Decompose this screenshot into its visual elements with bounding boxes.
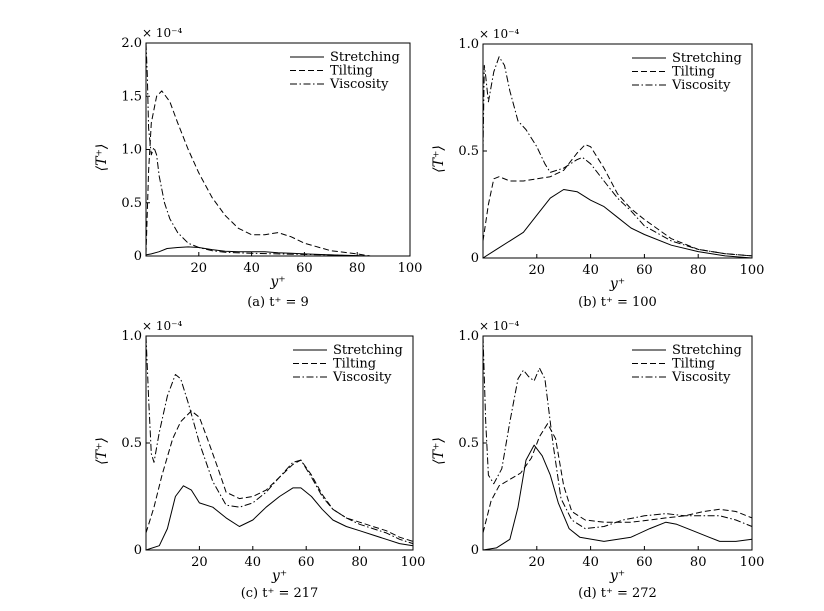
chart-panel: 20 40 60 80 100 0 0.5 1.0× 10⁻⁴ ⟨T⁺⟩ y⁺ (b) t⁺ = 1… (431, 27, 764, 310)
x-tick-label: 20 (191, 555, 208, 570)
x-tick-label: 80 (690, 263, 707, 278)
legend-label: Tilting (672, 357, 715, 372)
x-tick-label: 60 (296, 261, 313, 276)
y-tick-label: 0.5 (121, 436, 142, 451)
x-tick-label: 40 (245, 555, 262, 570)
x-axis-label: y⁺ (271, 568, 287, 584)
chart-panel: 20 40 60 80 100 0 0.5 1.0× 10⁻⁴ ⟨T⁺⟩ y⁺ (d) t⁺ = 2… (431, 319, 764, 601)
legend-label: Viscosity (671, 370, 731, 385)
x-tick-label: 80 (690, 555, 707, 570)
x-tick-label: 60 (636, 263, 653, 278)
x-tick-label: 20 (529, 555, 546, 570)
x-axis-label: y⁺ (269, 274, 285, 290)
y-axis-label: ⟨T⁺⟩ (431, 145, 447, 173)
x-tick-label: 60 (298, 555, 315, 570)
y-tick-label: 0 (134, 249, 142, 264)
y-tick-label: 0 (134, 543, 142, 558)
legend-label: Viscosity (332, 370, 392, 385)
x-tick-label: 100 (398, 261, 423, 276)
y-tick-label: 0 (471, 251, 479, 266)
y-tick-label: 0.5 (458, 144, 479, 159)
x-axis-label: y⁺ (609, 568, 625, 584)
series-line-viscosity (482, 56, 753, 257)
y-multiplier-label: × 10⁻⁴ (142, 26, 182, 40)
x-tick-label: 20 (191, 261, 208, 276)
legend-label: Stretching (333, 343, 403, 358)
series-line-tilting (145, 90, 371, 257)
series-line-stretching (145, 246, 371, 257)
series-line-tilting (145, 410, 414, 542)
series-line-tilting (482, 423, 753, 534)
legend-label: Tilting (330, 64, 373, 79)
y-tick-label: 0.5 (458, 436, 479, 451)
series-line-stretching (482, 444, 753, 551)
x-tick-label: 40 (243, 261, 260, 276)
x-tick-label: 100 (740, 555, 765, 570)
y-tick-label: 1.5 (121, 89, 142, 104)
series-line-viscosity (482, 335, 753, 530)
series-line-viscosity (145, 42, 358, 257)
y-axis-label: ⟨T⁺⟩ (94, 437, 110, 465)
series-line-stretching (482, 189, 753, 259)
panel-caption: (d) t⁺ = 272 (578, 586, 657, 601)
y-tick-label: 2.0 (121, 36, 142, 51)
chart-panel: 20 40 60 80 100 0 0.5 1.0 1.5 2.0× 10⁻⁴ ⟨T⁺⟩ y⁺ (a) … (94, 26, 422, 310)
y-tick-label: 0.5 (121, 196, 142, 211)
y-tick-label: 1.0 (121, 143, 142, 158)
y-tick-label: 1.0 (458, 37, 479, 52)
legend-label: Stretching (672, 343, 742, 358)
legend-label: Tilting (672, 65, 715, 80)
legend-label: Viscosity (329, 77, 389, 92)
legend-label: Viscosity (671, 78, 731, 93)
series-line-viscosity (145, 335, 414, 545)
x-tick-label: 80 (351, 555, 368, 570)
x-tick-label: 40 (582, 555, 599, 570)
x-tick-label: 40 (582, 263, 599, 278)
x-tick-label: 20 (529, 263, 546, 278)
legend-label: Tilting (333, 357, 376, 372)
series-line-stretching (145, 485, 414, 551)
y-tick-label: 1.0 (458, 329, 479, 344)
y-multiplier-label: × 10⁻⁴ (479, 319, 519, 333)
y-axis-label: ⟨T⁺⟩ (94, 144, 110, 172)
y-tick-label: 1.0 (121, 329, 142, 344)
panel-caption: (c) t⁺ = 217 (241, 586, 319, 601)
panel-caption: (b) t⁺ = 100 (578, 295, 657, 310)
x-tick-label: 80 (349, 261, 366, 276)
panel-caption: (a) t⁺ = 9 (247, 295, 309, 310)
x-tick-label: 100 (740, 263, 765, 278)
y-multiplier-label: × 10⁻⁴ (142, 319, 182, 333)
series-line-tilting (482, 144, 753, 257)
legend-label: Stretching (330, 50, 400, 65)
y-axis-label: ⟨T⁺⟩ (431, 437, 447, 465)
legend-label: Stretching (672, 51, 742, 66)
chart-panel: 20 40 60 80 100 0 0.5 1.0× 10⁻⁴ ⟨T⁺⟩ y⁺ (c) t⁺ = 2… (94, 319, 425, 601)
y-tick-label: 0 (471, 543, 479, 558)
x-tick-label: 100 (401, 555, 426, 570)
y-multiplier-label: × 10⁻⁴ (479, 27, 519, 41)
x-tick-label: 60 (636, 555, 653, 570)
x-axis-label: y⁺ (609, 276, 625, 292)
